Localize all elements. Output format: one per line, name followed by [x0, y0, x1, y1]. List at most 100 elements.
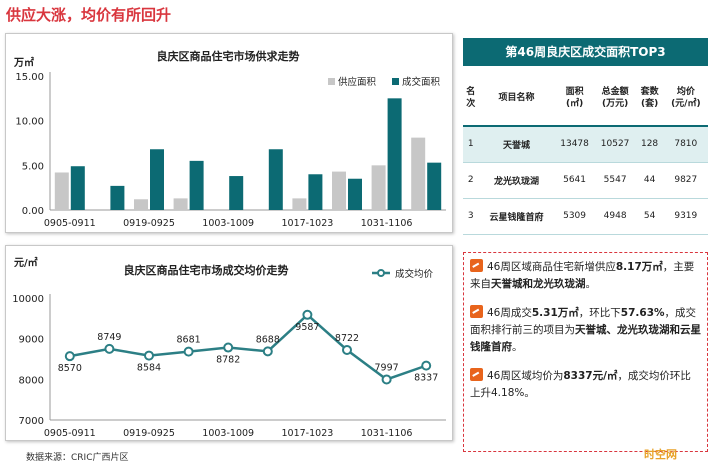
table-cell: 5547: [594, 162, 636, 199]
deal-bar: [308, 174, 323, 210]
table-header-cell: 面积 (㎡): [554, 70, 595, 127]
legend-label-deal: 成交面积: [402, 76, 441, 88]
x-tick-label: 1017-1023: [282, 218, 334, 229]
price-point: [183, 346, 194, 357]
price-data-label: 8681: [177, 335, 201, 346]
supply-bar: [173, 198, 188, 210]
note-text: 8337元/㎡: [563, 370, 618, 382]
analysis-note: 46周区域商品住宅新增供应8.17万㎡，主要来自天誉城和龙光玖珑湖。: [470, 259, 701, 293]
deal-bar: [70, 166, 85, 210]
table-row: 1 天誉城 13478 10527 128 7810: [463, 126, 708, 163]
trend-arrow-icon: [470, 305, 483, 318]
table-cell: 44: [635, 162, 664, 199]
price-data-label: 8722: [335, 333, 359, 344]
table-header-cell: 项目名称: [478, 70, 555, 127]
note-text: 46周区域均价为: [487, 370, 564, 382]
price-data-label: 9587: [295, 322, 319, 333]
table-cell: 128: [635, 126, 664, 163]
note-text: 46周成交: [487, 307, 532, 319]
y-tick-label: 15.00: [15, 72, 44, 83]
note-text: ，成交面积排行前三的项目为: [470, 307, 697, 336]
data-source-note: 数据来源：CRIC广西片区: [26, 453, 129, 463]
note-text: ，环比下: [578, 307, 621, 319]
price-data-label: 7997: [375, 362, 399, 373]
table-cell: 54: [635, 198, 664, 235]
x-tick-label: 0919-0925: [123, 428, 175, 439]
deal-bar: [229, 176, 244, 210]
table-cell: 10527: [594, 126, 636, 163]
note-text: ，主要来自: [470, 261, 695, 290]
analysis-note: 46周成交5.31万㎡，环比下57.63%，成交面积排行前三的项目为天誉城、龙光…: [470, 305, 701, 356]
price-data-label: 8570: [58, 363, 82, 374]
y-axis-unit: 元/㎡: [14, 256, 38, 269]
y-tick-label: 7000: [19, 416, 44, 427]
deal-bar: [110, 185, 125, 210]
top3-table-panel: 第46周良庆区成交面积TOP3 名次项目名称 面积 (㎡) 总金额 (万元) 套数 (套) 均…: [463, 38, 708, 243]
table-row: 2 龙光玖珑湖 5641 5547 44 9827: [463, 162, 708, 199]
note-text: 。: [585, 278, 597, 290]
price-trend-chart-panel: 良庆区商品住宅市场成交均价走势 元/㎡ 7000 8000 9000 10000 8570 8…: [5, 245, 453, 441]
page-title: 供应大涨，均价有所回升: [6, 6, 172, 24]
table-cell: 1: [463, 126, 479, 163]
price-data-label: 8688: [256, 334, 280, 345]
y-tick-label: 10000: [12, 294, 44, 305]
note-text: 。: [512, 341, 523, 353]
deal-bar: [150, 149, 164, 210]
table-header-cell: 名次: [463, 70, 479, 127]
table-cell: 9827: [663, 162, 708, 199]
x-tick-label: 1003-1009: [202, 218, 254, 229]
table-header-cell: 总金额 (万元): [594, 70, 636, 127]
deal-bar: [189, 160, 204, 210]
note-text: 57.63%: [620, 307, 665, 319]
table-cell: 云星钱隆首府: [478, 198, 555, 235]
supply-bar: [292, 198, 307, 210]
top3-table: 名次项目名称 面积 (㎡) 总金额 (万元) 套数 (套) 均价 (元/㎡) 1 天誉城 13478…: [463, 70, 708, 235]
top3-table-title: 第46周良庆区成交面积TOP3: [463, 38, 708, 66]
price-point: [262, 346, 273, 357]
price-point: [302, 309, 313, 320]
table-header-cell: 均价 (元/㎡): [663, 70, 708, 127]
price-point: [223, 342, 234, 353]
analysis-notes-panel: 46周区域商品住宅新增供应8.17万㎡，主要来自天誉城和龙光玖珑湖。 46周成交5…: [463, 252, 708, 452]
note-text: 8.17万㎡: [615, 261, 663, 273]
table-cell: 2: [463, 162, 479, 199]
price-point: [421, 360, 432, 371]
table-cell: 13478: [554, 126, 595, 163]
x-tick-label: 1003-1009: [202, 428, 254, 439]
y-tick-label: 8000: [19, 375, 44, 386]
chart-title: 良庆区商品住宅市场成交均价走势: [124, 263, 289, 277]
price-data-label: 8337: [414, 373, 438, 384]
table-row: 3 云星钱隆首府 5309 4948 54 9319: [463, 198, 708, 235]
table-header-row: 名次项目名称 面积 (㎡) 总金额 (万元) 套数 (套) 均价 (元/㎡): [463, 70, 708, 127]
x-tick-label: 1031-1106: [361, 428, 413, 439]
x-tick-label: 0919-0925: [123, 218, 175, 229]
x-tick-label: 0905-0911: [44, 218, 96, 229]
supply-bar: [134, 199, 148, 210]
note-text: 天誉城和龙光玖珑湖: [491, 278, 586, 290]
legend-marker-price: [377, 269, 385, 277]
legend-label-price: 成交均价: [395, 268, 434, 280]
supply-demand-chart-panel: 良庆区商品住宅市场供求走势 万㎡ 0.00 5.00 10.00 15.00 0905-09…: [5, 33, 453, 233]
y-tick-label: 0.00: [22, 206, 44, 217]
watermark-logo: 时空网: [644, 448, 677, 461]
note-text: ，成交均价环比上升4.18%。: [470, 370, 691, 399]
y-tick-label: 10.00: [15, 117, 44, 128]
price-trend-line-chart: 良庆区商品住宅市场成交均价走势 元/㎡ 7000 8000 9000 10000 8570 8…: [12, 256, 446, 439]
legend-label-supply: 供应面积: [338, 76, 377, 88]
table-cell: 3: [463, 198, 479, 235]
trend-arrow-icon: [470, 368, 483, 381]
price-data-label: 8584: [137, 363, 161, 374]
note-text: 天誉城、龙光玖珑湖和云星钱隆首府: [470, 324, 701, 353]
x-tick-label: 1031-1106: [361, 218, 413, 229]
x-tick-label: 1017-1023: [282, 428, 334, 439]
supply-bar: [54, 172, 69, 210]
analysis-note: 46周区域均价为8337元/㎡，成交均价环比上升4.18%。: [470, 368, 701, 402]
deal-bar: [387, 98, 402, 210]
legend-swatch-supply: [328, 78, 335, 85]
table-cell: 5309: [554, 198, 595, 235]
y-tick-label: 5.00: [22, 161, 44, 172]
supply-bar: [371, 165, 386, 210]
deal-bar: [427, 162, 442, 210]
deal-bar: [268, 149, 283, 210]
